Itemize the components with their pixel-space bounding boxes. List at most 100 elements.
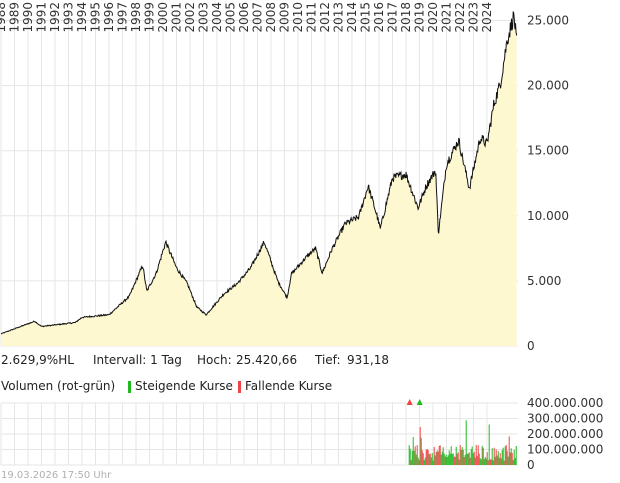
volume-bar [515,446,517,465]
volume-bar [501,450,503,465]
volume-peak-marker [416,399,423,405]
volume-bar [409,448,411,465]
volume-bar [484,456,486,465]
volume-bar [449,453,451,465]
x-tick-label: 1993 [62,2,76,33]
volume-bar [490,459,492,465]
volume-tick-label: 100.000.000 [527,443,603,457]
volume-bar [471,446,473,465]
x-tick-label: 2011 [305,2,319,33]
volume-bar [513,449,515,465]
volume-bar [511,452,513,465]
volume-bar [430,457,432,465]
volume-bar [475,445,477,465]
volume-bar [427,450,429,465]
volume-tick-label: 300.000.000 [527,412,603,426]
volume-bar [491,448,493,465]
x-tick-label: 1989 [8,2,22,33]
volume-bar [451,454,453,465]
volume-bar [429,453,431,465]
volume-bar [415,454,417,465]
x-tick-label: 2017 [386,2,400,33]
x-tick-label: 1997 [116,2,130,33]
volume-bar [458,459,460,465]
volume-bar [476,455,478,465]
volume-bar [505,445,507,465]
x-tick-label: 1996 [102,2,116,33]
price-line [1,11,518,335]
volume-bar [433,447,435,465]
x-tick-label: 2012 [318,2,332,33]
y-tick-label: 20.000 [527,79,569,93]
volume-bar [488,424,490,465]
x-tick-label: 2014 [345,2,359,33]
low-label: Tief: [315,353,341,367]
volume-bar [441,451,443,465]
volume-bar [426,449,428,465]
volume-bar [468,452,470,465]
volume-bar [418,459,420,465]
x-tick-label: 2005 [224,2,238,33]
volume-bar [504,446,506,465]
volume-bar [507,456,509,465]
volume-bar [414,446,416,465]
y-tick-label: 25.000 [527,14,569,28]
x-tick-label: 1991 [35,2,49,33]
volume-tick-label: 400.000.000 [527,398,603,410]
volume-tick-label: 0 [527,458,535,470]
x-tick-label: 2021 [440,2,454,33]
volume-bar [412,437,414,465]
volume-bar [486,452,488,465]
x-tick-label: 2018 [399,2,413,33]
volume-bar [425,449,427,465]
volume-bar [469,457,471,465]
x-tick-label: 2001 [170,2,184,33]
volume-bar [512,460,514,465]
volume-bar [432,460,434,465]
y-tick-label: 15.000 [527,144,569,158]
volume-bar [492,460,494,465]
volume-bar [477,445,479,465]
volume-bar [442,447,444,465]
volume-bar [428,454,430,465]
x-tick-label: 1998 [129,2,143,33]
x-tick-label: 2022 [453,2,467,33]
x-tick-label: 1994 [75,2,89,33]
timestamp: 19.03.2026 17:50 Uhr [1,470,112,481]
volume-bar [416,445,418,465]
x-tick-label: 2020 [426,2,440,33]
interval-label: Intervall: 1 Tag [93,353,182,367]
volume-bar [461,446,463,465]
change-value: 2.629,9%HL [1,353,74,367]
y-tick-label: 0 [527,339,535,352]
volume-bar [480,459,482,465]
volume-bar [495,449,497,465]
y-tick-label: 10.000 [527,209,569,223]
price-area [1,11,517,346]
x-tick-label: 2013 [332,2,346,33]
volume-bar [435,452,437,465]
volume-bar [463,457,465,465]
volume-bar [447,455,449,465]
x-tick-label: 2019 [413,2,427,33]
volume-bar [473,451,475,465]
volume-bar [459,445,461,465]
legend-label-down: Fallende Kurse [245,379,333,393]
volume-bar [460,449,462,465]
x-tick-label: 2009 [278,2,292,33]
high-value: 25.420,66 [236,353,298,367]
volume-bar [446,457,448,465]
volume-bar [465,420,467,465]
volume-bar [431,453,433,465]
x-tick-label: 2024 [480,2,494,33]
volume-bar [479,458,481,465]
x-tick-label: 2000 [156,2,170,33]
volume-bar [443,453,445,465]
volume-bar [464,454,466,465]
volume-bar [474,457,476,465]
volume-bar [421,450,423,465]
x-tick-label: 2016 [372,2,386,33]
volume-bar [413,450,415,465]
volume-bar [508,436,510,465]
